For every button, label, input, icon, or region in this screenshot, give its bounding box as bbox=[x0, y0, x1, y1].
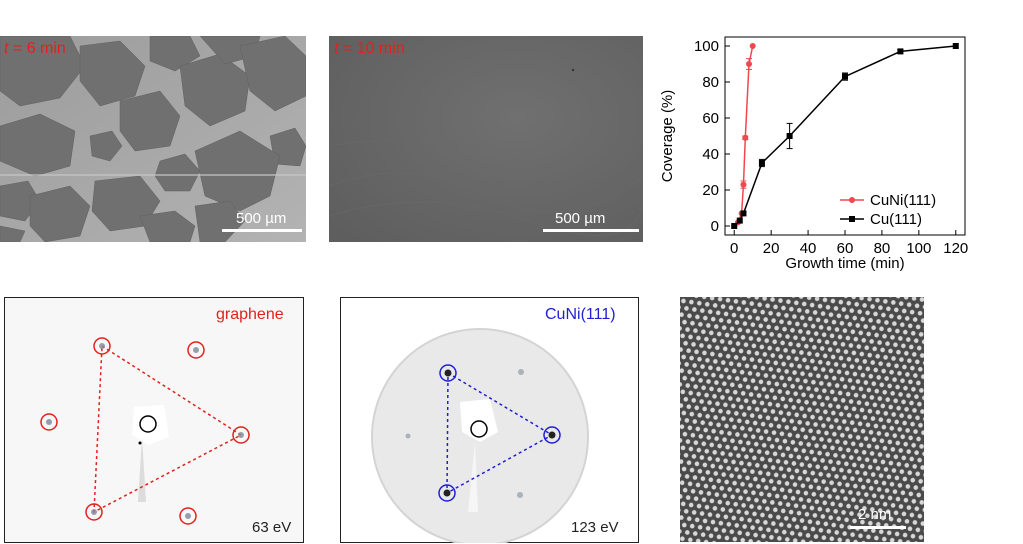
scale-bar-10min bbox=[543, 229, 639, 232]
x-tick-label: 120 bbox=[943, 240, 968, 257]
stm-image: 2 nm bbox=[680, 297, 924, 542]
x-tick-label: 20 bbox=[763, 240, 780, 257]
y-tick-label: 100 bbox=[694, 38, 719, 55]
data-point bbox=[897, 48, 904, 55]
sem-image-6min: t = 6 min 500 µm bbox=[0, 36, 306, 242]
leed-cuni-graphic bbox=[340, 297, 639, 543]
y-axis-label: Coverage (%) bbox=[659, 90, 676, 183]
sem-image-10min: t = 10 min 500 µm bbox=[329, 36, 643, 242]
legend-label: Cu(111) bbox=[870, 211, 922, 228]
data-point bbox=[786, 133, 793, 139]
data-point bbox=[952, 43, 959, 49]
x-tick-label: 100 bbox=[906, 240, 931, 257]
leed-graphene: graphene 63 eV bbox=[4, 297, 304, 543]
y-tick-label: 40 bbox=[702, 146, 719, 163]
x-tick-label: 60 bbox=[837, 240, 854, 257]
stm-image-graphic bbox=[680, 297, 924, 542]
data-point bbox=[749, 43, 756, 49]
leed-cuni-label: CuNi(111) bbox=[545, 306, 616, 323]
leed-graphene-energy: 63 eV bbox=[252, 519, 292, 536]
y-tick-label: 80 bbox=[702, 74, 719, 91]
scale-label-10min: 500 µm bbox=[555, 210, 606, 227]
legend-marker bbox=[849, 197, 855, 203]
data-point bbox=[731, 223, 738, 229]
scale-label-stm: 2 nm bbox=[858, 506, 892, 523]
x-axis-label: Growth time (min) bbox=[785, 255, 904, 272]
leed-graphene-label: graphene bbox=[216, 306, 284, 323]
data-point bbox=[746, 61, 752, 67]
scale-label-6min: 500 µm bbox=[236, 210, 287, 227]
data-point bbox=[842, 73, 848, 80]
sem-image-10min-graphic bbox=[329, 36, 643, 242]
sem-image-6min-graphic bbox=[0, 36, 306, 242]
leed-graphene-graphic bbox=[4, 297, 304, 543]
time-label-6min: t = 6 min bbox=[4, 40, 66, 57]
coverage-chart: 0 20 40 60 80 100 120 0 20 40 60 80 100 Growth time (… bbox=[650, 25, 980, 290]
data-point bbox=[740, 181, 747, 188]
y-tick-label: 0 bbox=[711, 218, 719, 235]
legend-marker bbox=[849, 216, 855, 222]
x-tick-label: 80 bbox=[874, 240, 891, 257]
time-label-10min: t = 10 min bbox=[334, 40, 405, 57]
y-tick-label: 60 bbox=[702, 110, 719, 127]
x-tick-label: 40 bbox=[800, 240, 817, 257]
x-tick-label: 0 bbox=[730, 240, 738, 257]
leed-cuni: CuNi(111) 123 eV bbox=[340, 297, 639, 543]
y-tick-label: 20 bbox=[702, 182, 719, 199]
scale-bar-6min bbox=[222, 229, 302, 232]
data-point bbox=[742, 134, 749, 141]
leed-cuni-energy: 123 eV bbox=[571, 519, 619, 536]
data-point bbox=[740, 210, 747, 217]
legend-label: CuNi(111) bbox=[870, 192, 936, 209]
scale-bar-stm bbox=[850, 526, 906, 529]
data-point bbox=[758, 160, 765, 166]
data-point bbox=[736, 217, 743, 224]
